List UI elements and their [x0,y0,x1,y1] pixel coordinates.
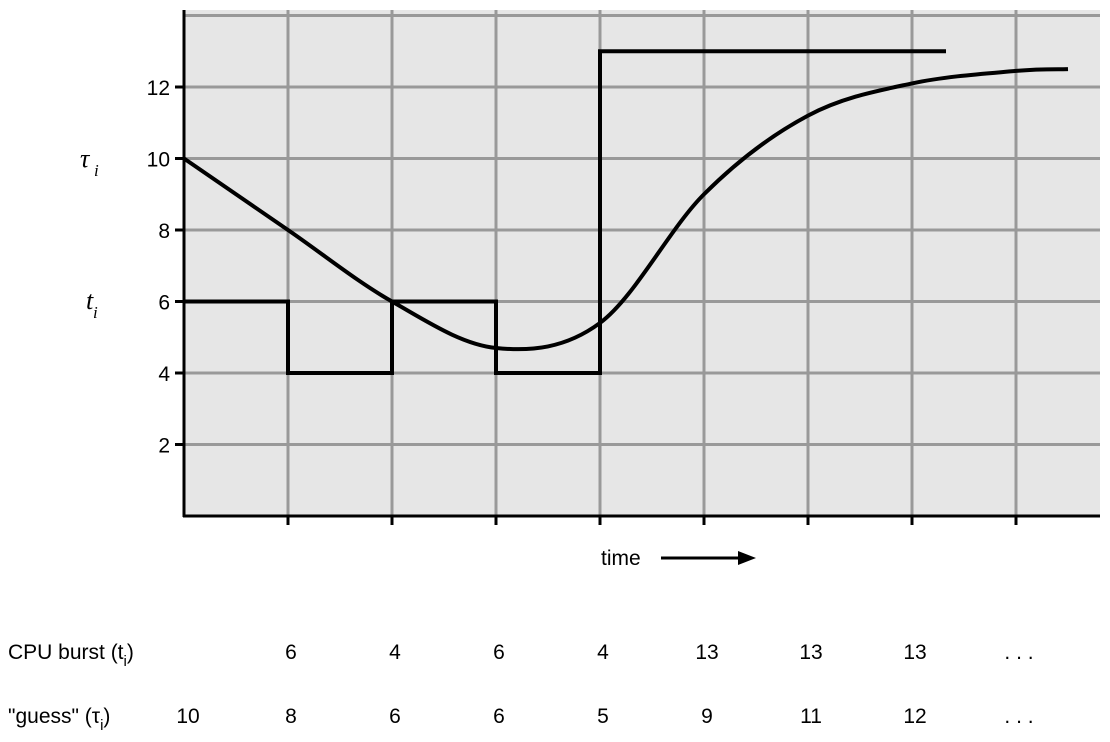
y-tick-label: 6 [158,292,170,315]
tau-i-label: τ i [80,144,99,180]
table-cell: 9 [701,705,713,728]
table-cell: 4 [597,641,609,664]
table-cell: 8 [285,705,297,728]
tau-subscript: i [94,161,99,180]
burst-table: CPU burst (ti) 6 4 6 4 13 13 13 . . . "guess" (… [8,641,1034,734]
table-cell: 13 [799,641,822,664]
table-cell: 13 [695,641,718,664]
table-cell: . . . [1004,641,1033,664]
table-cell: 13 [903,641,926,664]
table-cell: 6 [389,705,401,728]
series-guess-curve [182,67,1069,352]
y-tick-labels: 2 4 6 8 10 12 [147,77,171,458]
table-cell: 6 [493,705,505,728]
row-label-guess: "guess" (τi) [8,705,110,734]
grid [184,10,1100,516]
y-tick-label: 4 [158,363,170,386]
table-cell: 10 [176,705,199,728]
table-cell: 12 [903,705,926,728]
t-i-label: t i [86,286,98,322]
axes [175,10,1100,525]
x-axis-label: time [601,547,641,570]
series-cpu-burst-step [184,49,946,375]
table-cell: . . . [1004,705,1033,728]
y-tick-label: 10 [147,149,170,172]
table-cell: 11 [800,705,822,728]
y-tick-label: 12 [147,77,170,100]
tau-symbol: τ [80,144,91,173]
y-tick-label: 8 [158,220,170,243]
arrow-right-icon [661,551,756,565]
series-group [182,49,1069,375]
table-cell: 4 [389,641,401,664]
table-cell: 5 [597,705,609,728]
y-tick-label: 2 [158,435,170,458]
table-cell: 6 [285,641,297,664]
t-symbol: t [86,286,94,315]
table-row-guess: "guess" (τi) 10 8 6 6 5 9 11 12 . . . [8,705,1034,734]
table-row-cpu-burst: CPU burst (ti) 6 4 6 4 13 13 13 . . . [8,641,1034,670]
row-label-cpu-burst: CPU burst (ti) [8,641,134,670]
table-cell: 6 [493,641,505,664]
t-subscript: i [93,303,98,322]
